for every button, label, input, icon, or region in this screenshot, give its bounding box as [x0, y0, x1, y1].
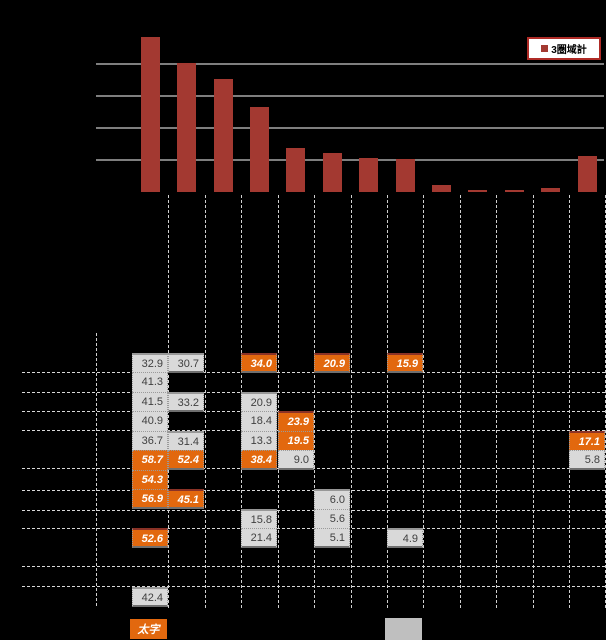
- dotted-vertical-line: [387, 195, 388, 608]
- table-cell: 41.3: [132, 372, 168, 392]
- table-cell: 9.0: [278, 450, 314, 470]
- bar: [577, 155, 597, 192]
- table-cell: 32.9: [132, 353, 168, 373]
- footer-key-gray: [385, 618, 422, 640]
- table-cell: 52.4: [168, 450, 204, 470]
- dotted-vertical-line: [205, 195, 206, 608]
- bar: [359, 157, 379, 192]
- table-cell: 40.9: [132, 411, 168, 431]
- table-cell: 41.5: [132, 392, 168, 412]
- footer-key-orange-label: 太字: [137, 624, 160, 636]
- table-cell: 56.9: [132, 489, 168, 509]
- bar: [432, 184, 452, 192]
- chart-legend: 3圏域計: [527, 37, 601, 60]
- dotted-vertical-line: [96, 333, 97, 608]
- table-cell: 18.4: [241, 411, 277, 431]
- table-cell: 19.5: [278, 431, 314, 451]
- table-cell: 20.9: [314, 353, 350, 373]
- dotted-vertical-line: [314, 195, 315, 608]
- footer-key-orange: 太字: [130, 619, 167, 639]
- table-cell: 31.4: [168, 431, 204, 451]
- chart-gridline: [96, 159, 604, 161]
- dotted-vertical-line: [496, 195, 497, 608]
- table-cell: 4.9: [387, 528, 423, 548]
- table-cell: 13.3: [241, 431, 277, 451]
- dotted-horizontal-line: [22, 411, 606, 412]
- legend-series-marker-icon: [541, 45, 549, 52]
- bar: [213, 79, 233, 192]
- bar: [395, 159, 415, 192]
- table-cell: 54.3: [132, 470, 168, 490]
- table-cell: 17.1: [569, 431, 605, 451]
- chart-gridline: [96, 95, 604, 97]
- chart-gridline: [96, 63, 604, 65]
- table-cell: 21.4: [241, 528, 277, 548]
- dotted-vertical-line: [569, 195, 570, 608]
- dotted-vertical-line: [423, 195, 424, 608]
- table-cell: 42.4: [132, 587, 168, 607]
- table-cell: 38.4: [241, 450, 277, 470]
- dotted-horizontal-line: [22, 468, 606, 469]
- table-cell: 36.7: [132, 431, 168, 451]
- bar: [249, 106, 269, 192]
- table-cell: 45.1: [168, 489, 204, 509]
- table-cell: 5.1: [314, 528, 350, 548]
- table-cell: 33.2: [168, 392, 204, 412]
- bar: [468, 190, 488, 192]
- table-cell: 34.0: [241, 353, 277, 373]
- dotted-horizontal-line: [22, 586, 606, 587]
- table-cell: 5.8: [569, 450, 605, 470]
- bar: [504, 190, 524, 192]
- legend-series-label: 3圏域計: [551, 45, 587, 56]
- table-cell: 15.8: [241, 509, 277, 529]
- dotted-vertical-line: [533, 195, 534, 608]
- dotted-horizontal-line: [22, 566, 606, 567]
- bar: [541, 188, 561, 192]
- dotted-horizontal-line: [22, 392, 606, 393]
- dotted-horizontal-line: [22, 430, 606, 431]
- dotted-vertical-line: [351, 195, 352, 608]
- dotted-vertical-line: [278, 195, 279, 608]
- bar: [322, 152, 342, 192]
- bar: [177, 62, 197, 192]
- table-cell: 52.6: [132, 528, 168, 548]
- table-cell: 5.6: [314, 509, 350, 529]
- table-cell: 58.7: [132, 450, 168, 470]
- table-cell: 6.0: [314, 489, 350, 509]
- bar: [286, 148, 306, 192]
- dotted-vertical-line: [460, 195, 461, 608]
- table-cell: 20.9: [241, 392, 277, 412]
- chart-gridline: [96, 127, 604, 129]
- table-cell: 15.9: [387, 353, 423, 373]
- table-cell: 23.9: [278, 411, 314, 431]
- table-cell: 30.7: [168, 353, 204, 373]
- bar: [140, 37, 160, 192]
